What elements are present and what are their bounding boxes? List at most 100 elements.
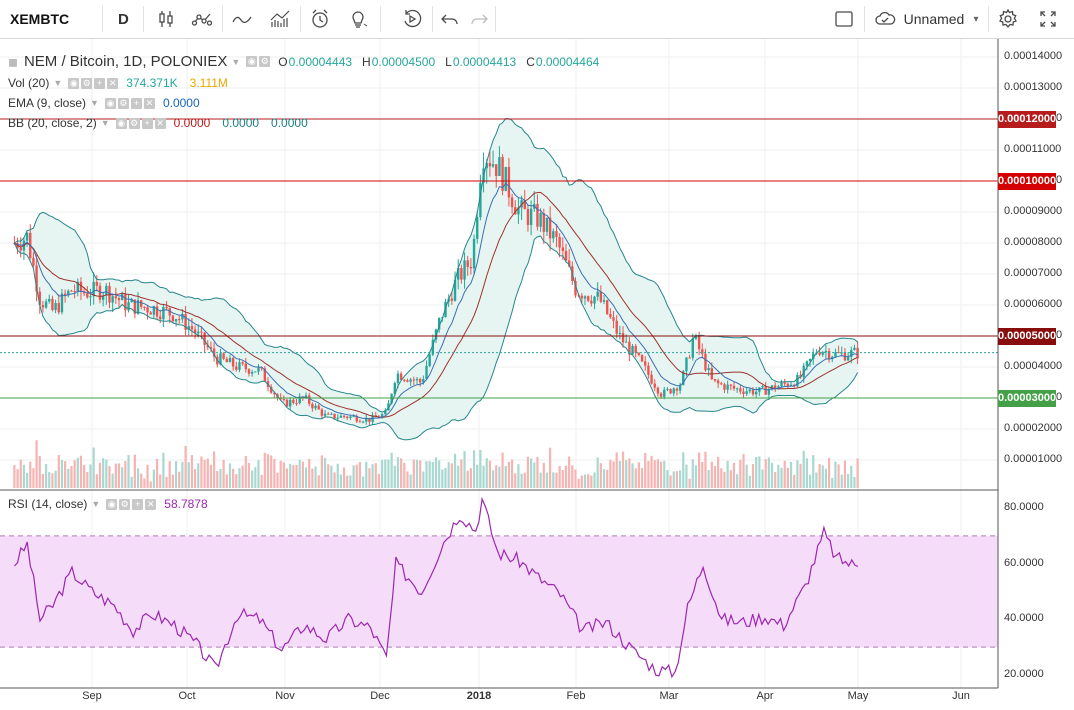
volume-bar [327,464,330,488]
volume-bar [238,468,241,488]
volume-bar [121,467,124,488]
chevron-down-icon[interactable]: ▼ [231,56,241,67]
volume-bar [317,475,320,488]
legend-buttons[interactable]: ◉ ⚙ + ✕ [115,117,166,129]
candle-body [701,349,704,354]
candle-body [501,157,504,191]
chevron-down-icon[interactable]: ▼ [53,78,63,88]
volume-bar [694,465,698,488]
candle-body [450,298,454,301]
time-tick-label: May [847,690,869,702]
candle-body [250,372,254,374]
symbol-search-button[interactable]: XEMBTC [10,11,70,27]
volume-bar [479,449,482,488]
volume-bar [393,465,396,488]
volume-bar [783,460,786,488]
bb-basis-line [14,191,858,418]
toolbar-divider [432,6,433,32]
volume-value: 374.371K [126,76,178,90]
candle-body [225,358,228,363]
candle-body [79,281,83,292]
chevron-down-icon[interactable]: ▼ [91,499,101,509]
candle-body [200,331,203,333]
chevron-down-icon[interactable]: ▼ [100,118,110,128]
candle-body [536,203,539,227]
volume-bar [723,471,726,488]
redo-icon[interactable] [463,0,495,38]
undo-icon[interactable] [434,0,466,38]
candle-body [349,416,352,419]
volume-bar [79,455,83,488]
candle-body [48,298,51,302]
volume-bar [438,460,441,488]
volume-bar [22,464,26,488]
candle-body [850,350,853,357]
candle-body [786,383,790,387]
candle-body [127,302,130,311]
candle-body [517,207,520,215]
volume-bar [485,458,488,488]
candle-body [311,403,314,409]
candle-body [390,393,393,404]
candle-body [285,399,289,407]
fullscreen-square-icon[interactable] [828,0,860,38]
volume-bar [729,470,732,488]
legend-visibility-icon[interactable]: ◼ [8,54,18,69]
alert-icon[interactable] [304,0,336,38]
chevron-down-icon[interactable]: ▼ [90,98,99,108]
volume-bar [482,465,485,488]
volume-bar [162,452,165,488]
legend-buttons[interactable]: ◉ ⚙ + ✕ [104,97,155,109]
time-tick-label: Dec [370,690,390,702]
candle-body [545,217,549,232]
volume-bar [263,452,266,488]
volume-bar [16,469,19,488]
idea-icon[interactable] [342,0,374,38]
volume-bar [498,466,501,488]
chart-type-icon[interactable] [150,0,182,38]
layout-name[interactable]: Unnamed [903,11,965,27]
volume-bar [98,462,102,488]
volume-bar [346,475,349,488]
candle-body [323,413,327,416]
volume-bar [666,470,669,488]
volume-bar [377,473,381,488]
settings-gear-icon[interactable] [992,0,1024,38]
volume-bar [213,451,216,488]
volume-bar [447,462,450,488]
volume-bar [133,454,136,488]
rsi-tick-label: 20.0000 [1004,668,1044,680]
legend-buttons[interactable]: ◉ ⚙ + ✕ [68,77,119,89]
replay-icon[interactable] [396,0,428,38]
candle-body [149,312,152,315]
volume-bar [409,474,412,488]
candle-body [86,293,89,298]
expand-icon[interactable] [1032,0,1064,38]
volume-bar [301,461,304,488]
legend-buttons[interactable]: ◉ ⚙ + ✕ [106,498,157,510]
volume-bar [130,476,133,488]
candle-body [672,388,675,394]
indicator-icon[interactable] [186,0,218,38]
candle-body [409,379,412,382]
bb-legend: BB (20, close, 2) ▼ ◉ ⚙ + ✕ 0.0000 0.0000 0… [8,116,320,130]
volume-bar [659,461,663,488]
volume-bar [472,450,476,488]
candle-body [666,388,669,390]
rsi-line [13,496,859,679]
line-icon[interactable] [226,0,258,38]
volume-bar [35,440,38,488]
volume-bar [200,456,203,488]
horizontal-line-price-label: 0.00012000 [998,110,1056,128]
volume-bar [555,472,558,488]
legend-buttons[interactable]: ◉ ⚙ [246,56,271,67]
candle-body [469,266,473,269]
interval-button[interactable]: D [118,10,129,28]
chevron-down-icon[interactable]: ▾ [973,13,979,25]
volume-bar [187,462,190,488]
candle-body [412,379,416,381]
candle-body [761,386,764,388]
bar-pattern-icon[interactable] [264,0,296,38]
candle-body [181,313,184,320]
